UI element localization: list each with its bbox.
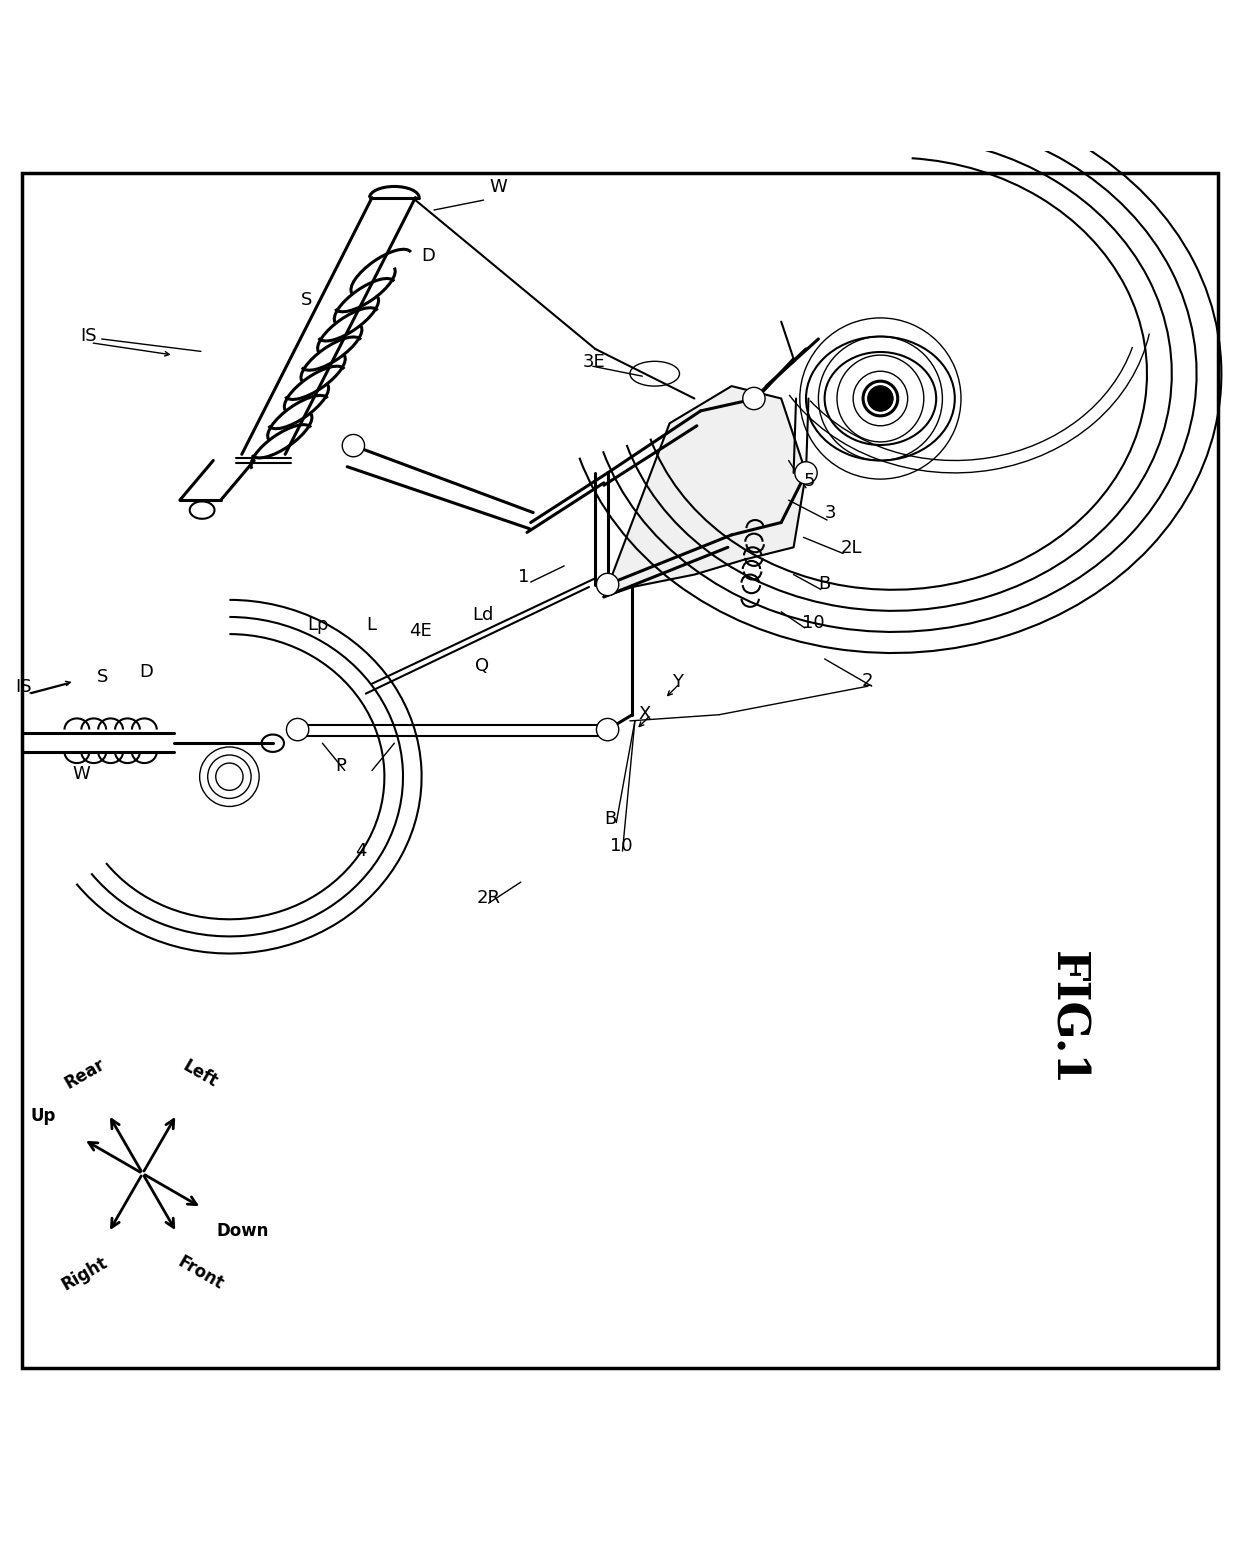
Text: W: W <box>490 179 507 196</box>
Text: Ld: Ld <box>472 606 494 624</box>
Polygon shape <box>604 387 806 596</box>
Text: S: S <box>97 669 108 686</box>
Text: D: D <box>139 663 153 681</box>
Text: 2R: 2R <box>476 889 500 908</box>
Text: Down: Down <box>216 1222 269 1241</box>
Circle shape <box>795 462 817 484</box>
Text: B: B <box>818 575 831 593</box>
Circle shape <box>596 718 619 741</box>
Text: Q: Q <box>475 656 489 675</box>
Text: 2: 2 <box>862 672 873 690</box>
Text: 2L: 2L <box>841 539 862 558</box>
Text: Y: Y <box>672 673 683 692</box>
Circle shape <box>743 387 765 410</box>
Text: FIG.1: FIG.1 <box>1045 951 1087 1086</box>
Text: Rear: Rear <box>62 1056 108 1093</box>
Circle shape <box>596 573 619 596</box>
Text: Lp: Lp <box>308 616 329 633</box>
Text: Up: Up <box>30 1106 56 1125</box>
Text: Front: Front <box>174 1253 227 1293</box>
Text: D: D <box>422 247 435 265</box>
Circle shape <box>286 718 309 741</box>
Text: X: X <box>639 706 651 723</box>
Text: 1: 1 <box>518 567 529 586</box>
Circle shape <box>868 387 893 411</box>
Text: IS: IS <box>81 327 97 345</box>
Text: L: L <box>366 616 376 633</box>
Circle shape <box>342 435 365 456</box>
Text: 4E: 4E <box>409 623 432 641</box>
Text: Right: Right <box>58 1253 112 1293</box>
Text: B: B <box>604 809 616 828</box>
Text: W: W <box>72 764 89 783</box>
Text: 10: 10 <box>610 837 632 855</box>
Text: 10: 10 <box>802 613 825 632</box>
Text: IS: IS <box>15 678 31 697</box>
Text: 5: 5 <box>804 472 815 490</box>
Text: Left: Left <box>180 1057 221 1091</box>
Text: P: P <box>335 758 346 775</box>
Text: S: S <box>301 291 312 310</box>
Text: 4: 4 <box>355 841 366 860</box>
Text: 3E: 3E <box>583 353 605 371</box>
Text: 3: 3 <box>825 504 836 522</box>
